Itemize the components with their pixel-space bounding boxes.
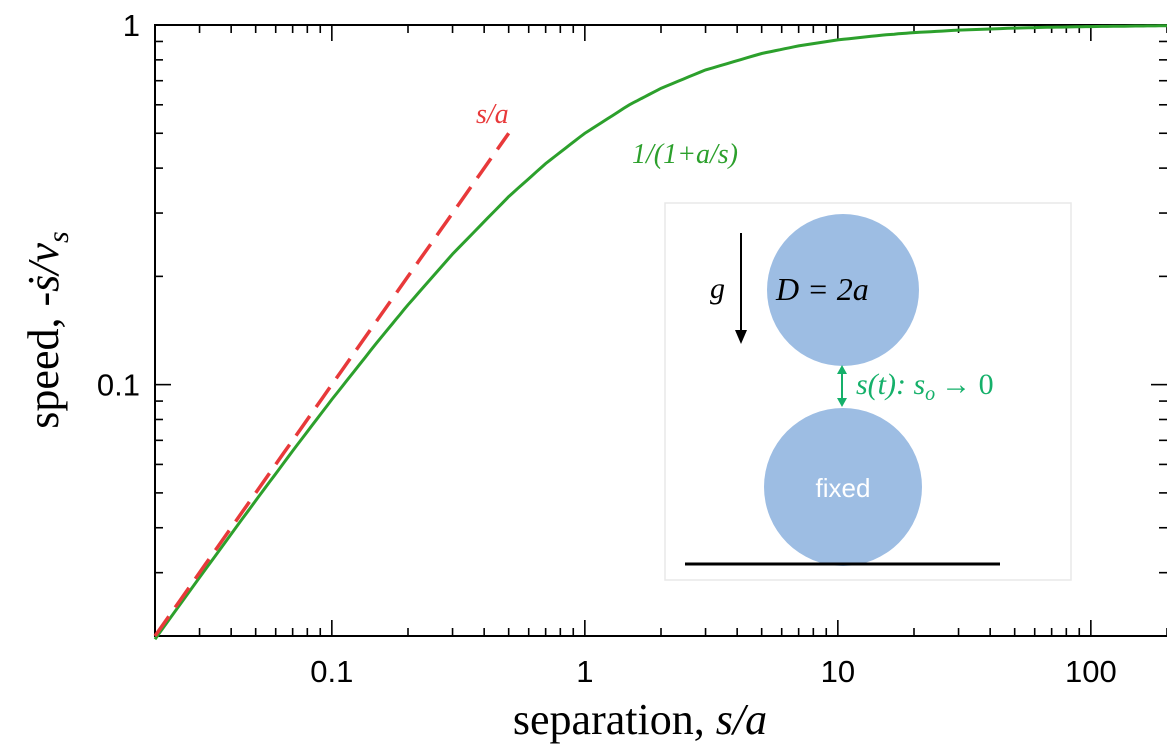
axis-ticks [154, 24, 1167, 637]
tick-labels: 0.1 1 10 100 0.1 1 [97, 8, 1117, 689]
y-axis-label: speed, -ṡ/vs [19, 231, 75, 428]
separation-arrow-down-icon [837, 398, 847, 407]
y-tick-label: 1 [123, 8, 140, 43]
y-tick-label: 0.1 [97, 368, 140, 403]
axes-frame [154, 24, 1167, 637]
fixed-sphere [764, 408, 922, 566]
series-line-red-dashed [153, 132, 511, 638]
separation-label: s(t): so → 0 [856, 368, 994, 405]
x-tick-label: 0.1 [310, 654, 353, 689]
separation-arrow-up-icon [837, 365, 847, 374]
annotation-s-over-a: s/a [476, 99, 509, 130]
x-tick-label: 10 [821, 654, 855, 689]
plot-border [154, 24, 1167, 637]
inset-diagram: g D = 2a s(t): so → 0 fixed [664, 202, 1072, 581]
x-tick-label: 100 [1065, 654, 1117, 689]
fixed-label: fixed [816, 473, 871, 503]
annotation-green-curve: 1/(1+a/s) [632, 139, 738, 170]
x-axis-label: separation, s/a [513, 695, 767, 744]
series-lines [153, 24, 1167, 641]
gravity-label: g [710, 272, 725, 305]
moving-sphere [767, 214, 919, 366]
x-tick-label: 1 [576, 654, 593, 689]
diameter-label: D = 2a [775, 271, 869, 307]
gravity-arrow-icon [735, 330, 747, 344]
series-line-green [153, 24, 1167, 641]
